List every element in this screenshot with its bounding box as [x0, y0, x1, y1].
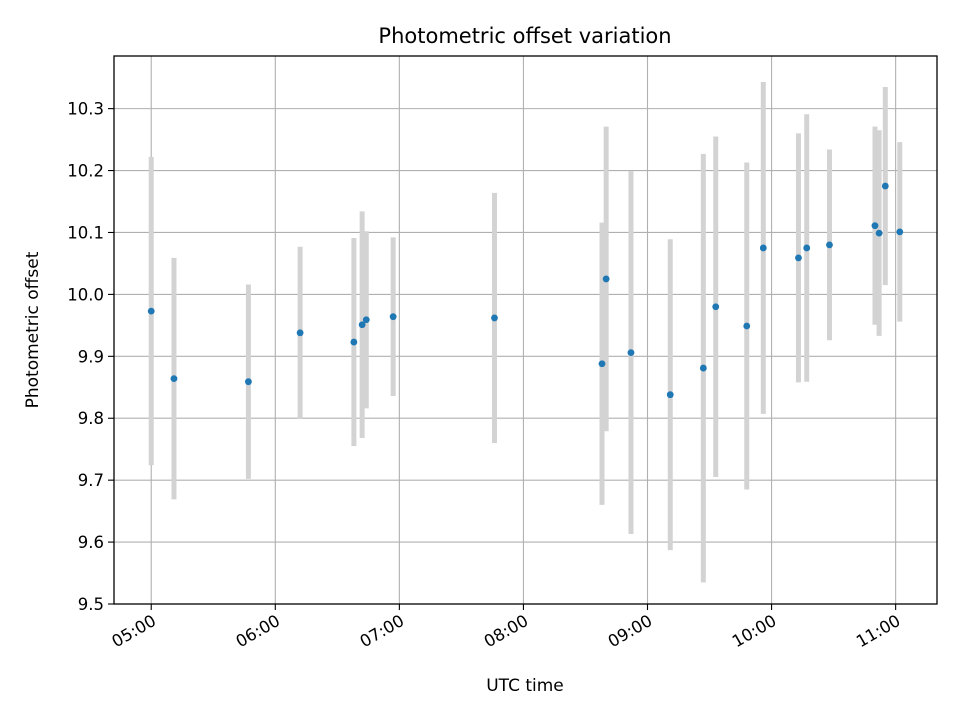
data-point — [170, 375, 178, 383]
y-tick-label: 9.8 — [78, 409, 104, 428]
y-tick-label: 10.1 — [67, 223, 104, 242]
data-point — [826, 241, 833, 249]
data-point — [296, 329, 304, 337]
y-axis-label: Photometric offset — [23, 251, 43, 408]
x-axis-label: UTC time — [486, 676, 564, 696]
data-point — [881, 182, 889, 190]
y-tick-label: 9.9 — [78, 347, 104, 366]
data-point — [666, 391, 674, 399]
data-point — [803, 244, 811, 252]
data-point — [871, 222, 879, 230]
y-axis-ticks: 9.5 9.6 9.7 9.8 9.9 10.0 10.1 10.2 10.3 — [67, 100, 114, 614]
data-point — [602, 275, 610, 283]
y-tick-label: 10.0 — [67, 285, 104, 304]
data-points — [147, 182, 904, 399]
data-point — [389, 313, 397, 321]
data-point — [350, 338, 358, 346]
plot-frame — [113, 55, 938, 605]
chart-title: Photometric offset variation — [378, 24, 671, 48]
data-point — [699, 364, 707, 372]
data-point — [598, 360, 606, 368]
data-point — [627, 349, 635, 357]
data-point — [362, 316, 370, 324]
y-tick-label: 10.3 — [67, 100, 104, 119]
y-tick-label: 10.2 — [67, 162, 104, 181]
data-point — [358, 321, 366, 329]
data-point — [743, 322, 751, 330]
data-point — [245, 378, 252, 386]
data-point — [759, 244, 767, 252]
data-point — [712, 303, 720, 311]
data-point — [896, 228, 904, 236]
y-tick-label: 9.6 — [78, 533, 104, 552]
data-point — [875, 229, 883, 237]
data-point — [147, 307, 155, 315]
data-point — [491, 314, 498, 322]
data-point — [795, 254, 802, 262]
y-tick-label: 9.5 — [78, 595, 104, 614]
y-tick-label: 9.7 — [78, 471, 104, 490]
